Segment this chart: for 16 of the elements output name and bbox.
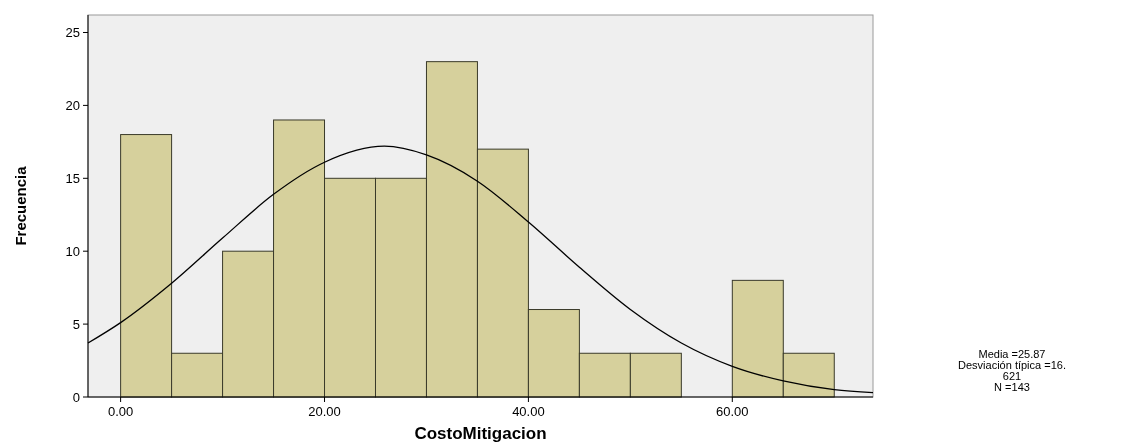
y-tick-label: 5 [72, 316, 80, 332]
y-tick-label: 10 [65, 243, 80, 259]
text: N =143 [994, 381, 1030, 393]
x-tick-label: 60.00 [716, 404, 749, 419]
text: Desviación típica =16. [958, 359, 1066, 371]
x-tick-label: 20.00 [308, 404, 341, 419]
x-tick-label: 0.00 [107, 404, 134, 419]
text: 621 [1002, 370, 1022, 382]
x-tick-label: 40.00 [512, 404, 545, 419]
y-axis-title: Frecuencia [12, 165, 29, 246]
y-tick-label: 0 [72, 389, 80, 405]
text: Media =25.87 [978, 348, 1046, 360]
y-tick-label: 25 [65, 25, 80, 40]
y-tick-label: 15 [65, 170, 80, 186]
x-axis-title: CostoMitigacion [414, 424, 547, 443]
y-tick-label: 20 [65, 97, 80, 113]
